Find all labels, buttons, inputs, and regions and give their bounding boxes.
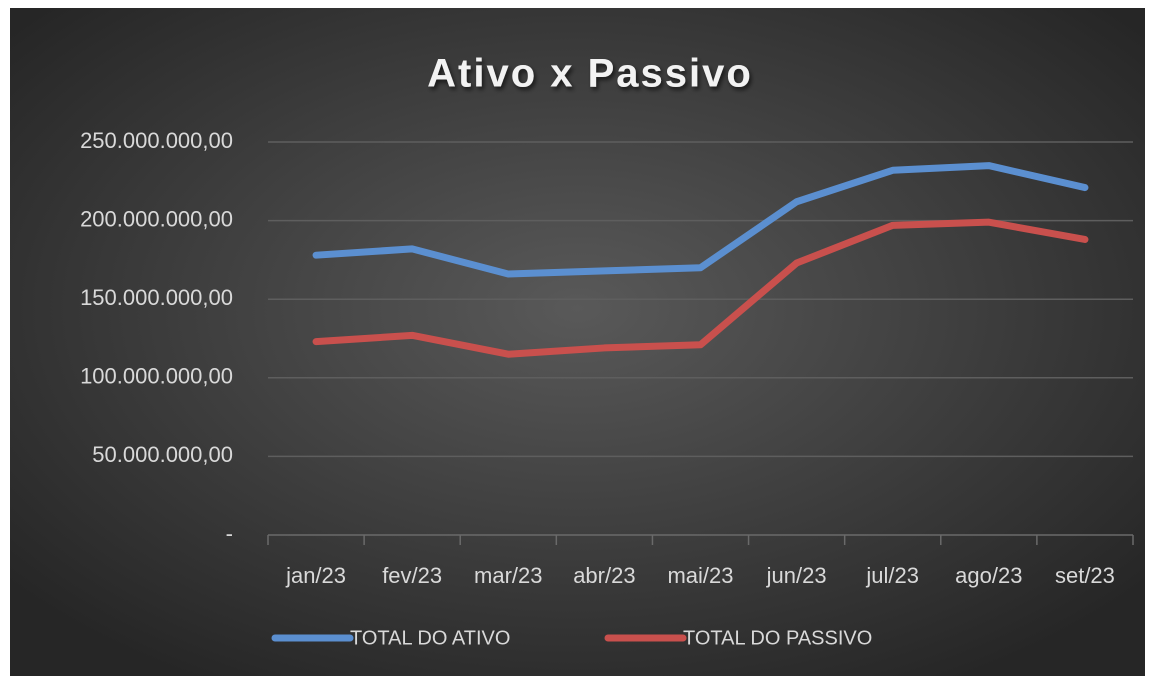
x-tick-label: abr/23 [573, 563, 635, 588]
y-tick-label: 150.000.000,00 [80, 285, 233, 310]
y-tick-label: 50.000.000,00 [92, 442, 233, 467]
x-tick-label: jul/23 [865, 563, 919, 588]
y-tick-label: - [226, 521, 233, 546]
x-tick-label: jan/23 [285, 563, 346, 588]
x-tick-label: mar/23 [474, 563, 542, 588]
y-tick-label: 250.000.000,00 [80, 128, 233, 153]
chart-title: Ativo x Passivo [427, 52, 753, 96]
x-tick-label: ago/23 [955, 563, 1022, 588]
legend-label: TOTAL DO PASSIVO [683, 627, 872, 649]
y-tick-label: 100.000.000,00 [80, 364, 233, 389]
y-tick-label: 200.000.000,00 [80, 206, 233, 231]
series-line [312, 162, 1089, 278]
chart-background [10, 8, 1145, 676]
x-tick-label: mai/23 [667, 563, 733, 588]
legend-label: TOTAL DO ATIVO [350, 627, 510, 649]
x-tick-label: set/23 [1055, 563, 1115, 588]
x-tick-label: jun/23 [766, 563, 827, 588]
x-tick-label: fev/23 [382, 563, 442, 588]
series-line [312, 218, 1089, 358]
